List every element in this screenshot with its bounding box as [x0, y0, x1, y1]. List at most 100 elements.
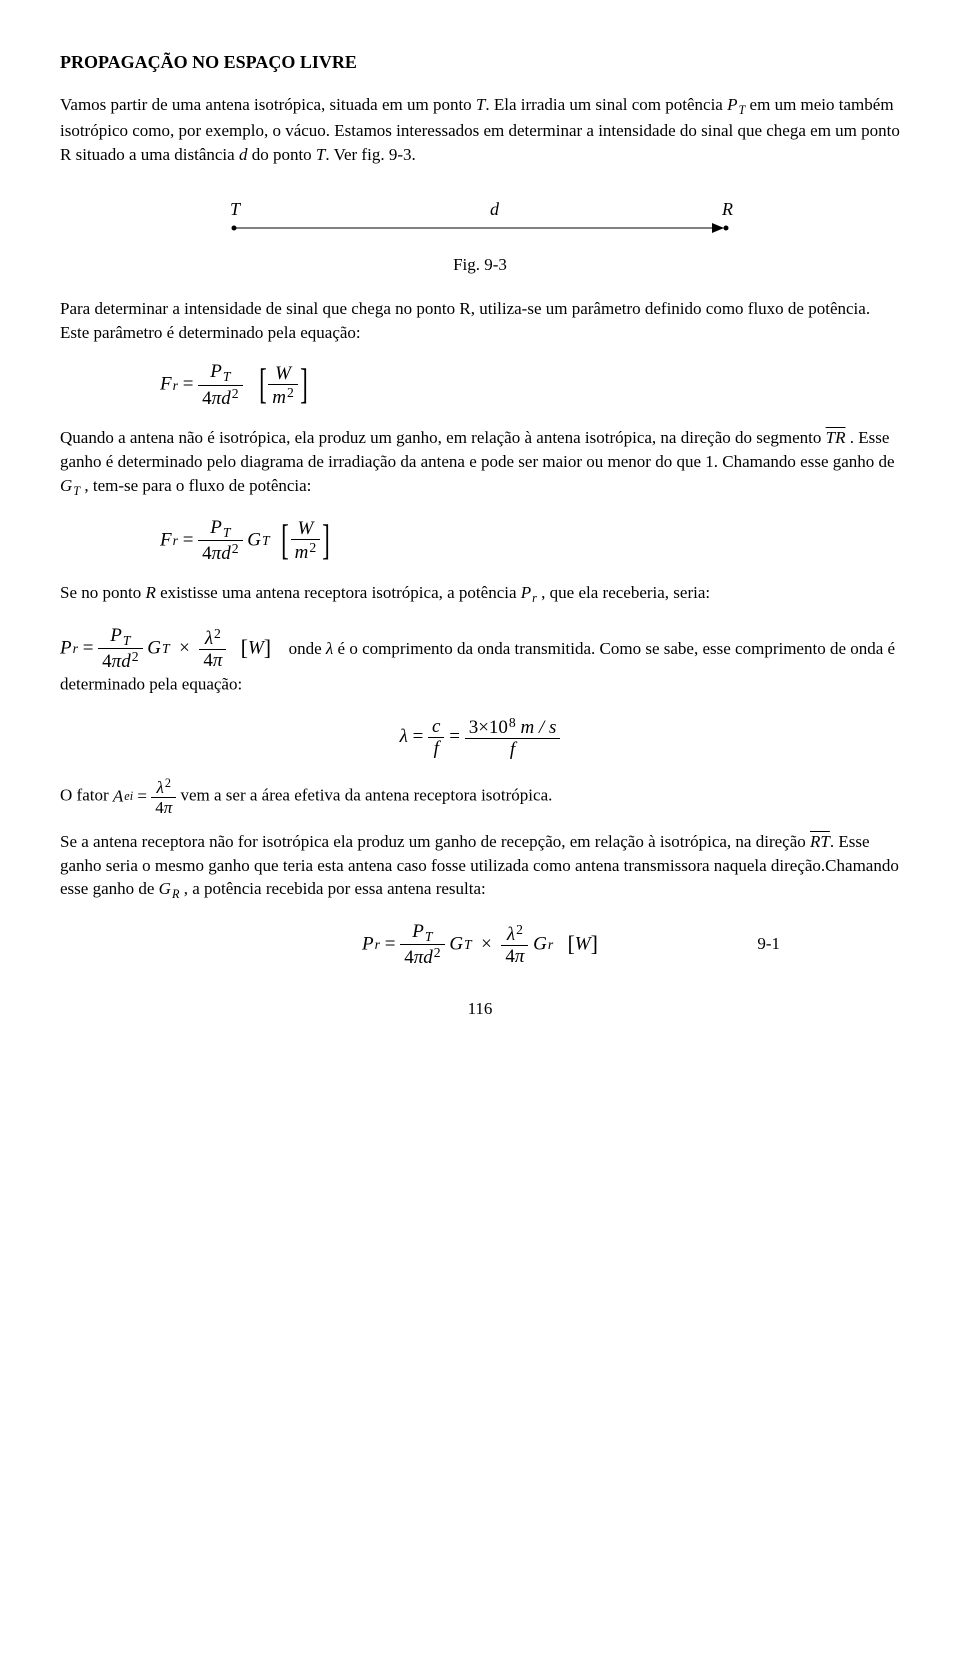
text: Vamos partir de uma antena isotrópica, s… — [60, 95, 476, 114]
text: , tem-se para o fluxo de potência: — [80, 476, 311, 495]
eq1-T: T — [223, 369, 231, 384]
eq3-onde: onde — [284, 638, 326, 657]
eq3-times: × — [174, 637, 194, 658]
eq3-G: G — [147, 637, 161, 658]
eq3-4a: 4 — [102, 651, 112, 672]
text: Quando a antena não é isotrópica, ela pr… — [60, 428, 826, 447]
eq3-lambda: λ — [205, 628, 213, 649]
fig-arrowhead — [712, 223, 724, 233]
equation-4: λ = c f = 3×108 m / s f — [60, 716, 900, 759]
left-sbracket: [ — [241, 635, 248, 660]
eq1-m2: 2 — [287, 385, 294, 400]
paragraph-5: O fator Aei = λ2 4π vem a ser a área efe… — [60, 777, 900, 816]
eq5-4b: 4 — [505, 946, 515, 967]
equation-2: Fr = PT 4πd2 GT [ W m2 ] — [160, 518, 900, 564]
paragraph-6: Se a antena receptora não for isotrópica… — [60, 830, 900, 904]
eq5-lambda: λ — [507, 924, 515, 945]
eq5-l2: 2 — [516, 922, 523, 937]
eq2-W: W — [298, 518, 314, 539]
eq4-8: 8 — [509, 715, 516, 730]
text: do ponto — [247, 145, 315, 164]
right-bracket: ] — [300, 364, 308, 406]
eq2-frac-main: PT 4πd2 — [198, 518, 242, 564]
eq1-4: 4 — [202, 388, 212, 409]
text: Se no ponto — [60, 583, 145, 602]
symbol-PT-P: P — [727, 95, 737, 114]
Aei-sq: 2 — [165, 776, 171, 790]
eq1-P: P — [210, 361, 222, 382]
eq1-frac-main: PT 4πd2 — [198, 362, 242, 408]
fig-point-R — [724, 225, 729, 230]
fig-label-d: d — [490, 199, 500, 219]
eq5-PT-T: T — [425, 929, 433, 944]
eq5-GT: T — [464, 937, 472, 952]
eq1-sq: 2 — [232, 386, 239, 401]
text: , que ela receberia, seria: — [537, 583, 710, 602]
eq1-F: F — [160, 374, 172, 395]
eq3-d: d — [121, 651, 131, 672]
symbol-Pr-P: P — [521, 583, 531, 602]
eq2-m: m — [295, 542, 309, 563]
eq5-number: 9-1 — [757, 932, 780, 956]
eq5-Gr-r: r — [548, 937, 553, 952]
symbol-T: T — [476, 95, 485, 114]
left-bracket: [ — [259, 364, 267, 406]
fig-label-R: R — [721, 199, 733, 219]
eq1-r: r — [173, 378, 178, 393]
eq5-times: × — [476, 933, 496, 954]
eq5-G: G — [449, 933, 463, 954]
eq3-GT: T — [162, 641, 170, 656]
Aei-lambda: λ — [156, 778, 163, 797]
eq5-frac-main: PT 4πd2 — [400, 922, 444, 968]
eq2-GT: T — [262, 533, 270, 548]
eq3-W: W — [248, 637, 264, 658]
eq2-pi: π — [212, 543, 222, 564]
eq-equals: = — [183, 529, 198, 550]
right-bracket: ] — [322, 520, 330, 562]
eq5-pia: π — [414, 947, 424, 968]
figure-9-3: T d R — [180, 197, 780, 243]
fig-label-T: T — [230, 199, 242, 219]
text: vem a ser a área efetiva da antena recep… — [180, 785, 552, 804]
eq3-sq: 2 — [132, 649, 139, 664]
eq2-d: d — [221, 543, 231, 564]
page-number: 116 — [60, 997, 900, 1021]
eq3-pia: π — [112, 651, 122, 672]
eq3-P: P — [60, 637, 72, 658]
text: O fator — [60, 785, 113, 804]
equation-3: Pr = PT 4πd2 GT × λ2 4π [W] onde λ é o c… — [60, 626, 900, 698]
section-title: PROPAGAÇÃO NO ESPAÇO LIVRE — [60, 50, 900, 75]
text: , a potência recebida por essa antena re… — [179, 879, 485, 898]
eq5-W: W — [575, 933, 591, 954]
symbol-R: R — [145, 583, 155, 602]
eq1-W: W — [275, 363, 291, 384]
figure-caption: Fig. 9-3 — [60, 253, 900, 277]
eq1-d: d — [221, 388, 231, 409]
eq2-frac-unit: W m2 — [291, 519, 321, 562]
eq3-frac-main: PT 4πd2 — [98, 626, 142, 672]
symbol-RT: RT — [810, 832, 830, 851]
eq2-m2: 2 — [309, 540, 316, 555]
eq-equals: = — [413, 726, 428, 747]
eq3-r: r — [73, 641, 78, 656]
eq2-T: T — [223, 525, 231, 540]
eq1-pi: π — [212, 388, 222, 409]
eq3-pib: π — [213, 650, 223, 671]
eq5-sq: 2 — [434, 945, 441, 960]
Aei-pi: π — [164, 798, 173, 817]
eq5-Gr: G — [533, 933, 547, 954]
eq5-d: d — [423, 947, 433, 968]
eq2-F: F — [160, 529, 172, 550]
eq5-r: r — [375, 937, 380, 952]
eq4-f2: f — [510, 739, 515, 760]
right-sbracket: ] — [264, 635, 271, 660]
eq-equals: = — [449, 726, 464, 747]
eq4-3: 3 — [469, 717, 479, 738]
eq4-lambda: λ — [400, 726, 408, 747]
eq2-sq: 2 — [232, 541, 239, 556]
eq1-m: m — [272, 387, 286, 408]
left-bracket: [ — [281, 520, 289, 562]
paragraph-4: Se no ponto R existisse uma antena recep… — [60, 581, 900, 607]
symbol-T: T — [316, 145, 325, 164]
text: existisse uma antena receptora isotrópic… — [156, 583, 521, 602]
